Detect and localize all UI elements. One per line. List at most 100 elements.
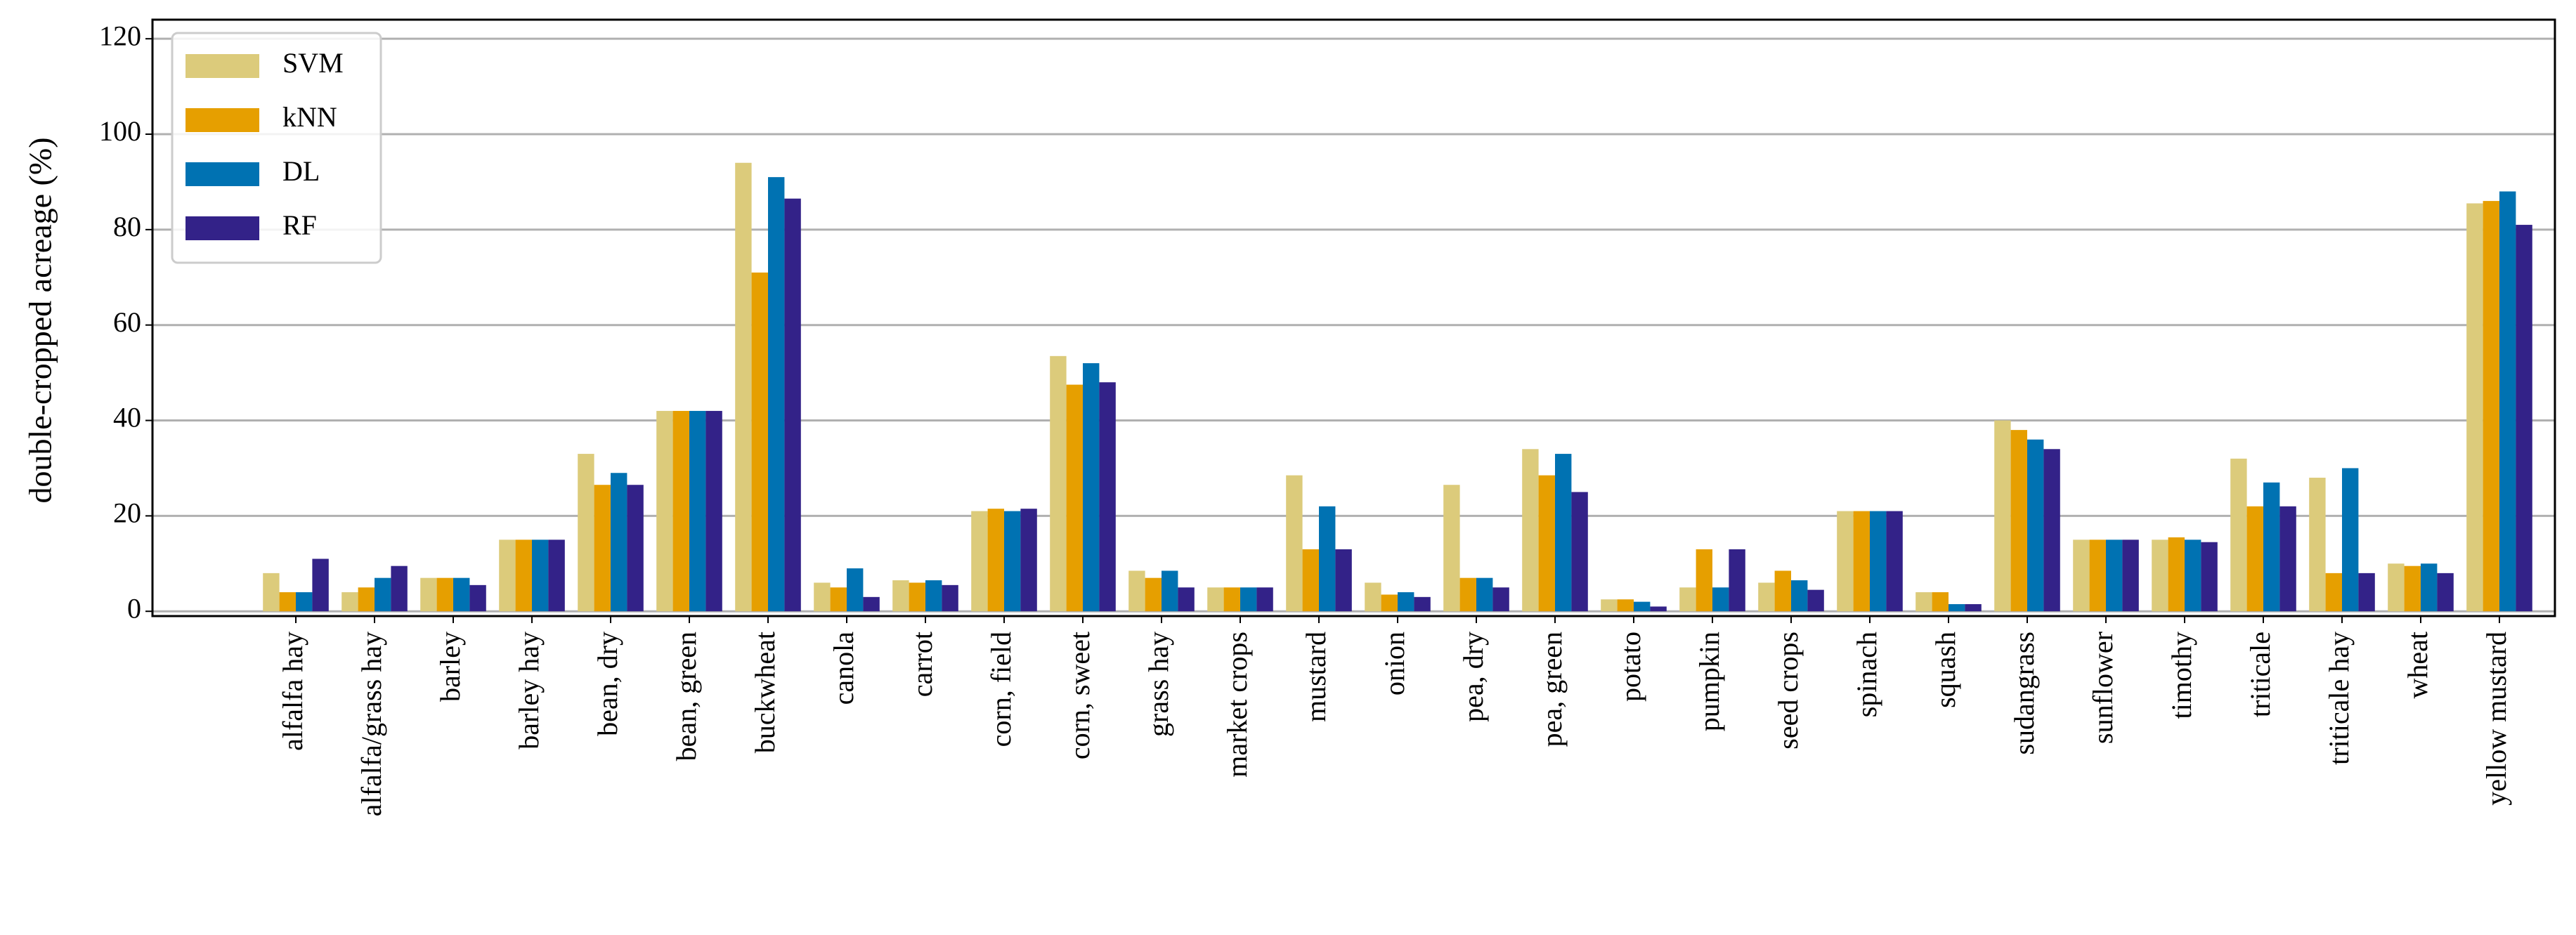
bar: [1555, 454, 1572, 612]
bar: [1932, 592, 1949, 612]
bar: [611, 473, 627, 612]
bar: [2073, 540, 2090, 612]
bar: [2404, 565, 2421, 612]
x-tick-label: timothy: [2166, 632, 2197, 719]
bar: [2325, 573, 2342, 612]
bar: [1099, 382, 1116, 612]
x-tick-label: corn, sweet: [1064, 632, 1095, 759]
bar: [1476, 577, 1493, 612]
bar: [2263, 482, 2280, 612]
bar: [1178, 587, 1195, 612]
x-tick-label: canola: [828, 632, 859, 705]
bar: [2122, 540, 2139, 612]
bar: [1886, 511, 1903, 612]
y-tick-label: 120: [99, 20, 141, 51]
bar: [2358, 573, 2375, 612]
bar: [987, 509, 1004, 612]
y-axis-label: double-cropped acreage (%): [22, 137, 58, 503]
bar: [391, 565, 408, 612]
bar: [2152, 540, 2168, 612]
bar: [1853, 511, 1870, 612]
bar: [892, 580, 909, 612]
bar: [1302, 549, 1319, 612]
x-tick-label: onion: [1379, 632, 1410, 695]
bar: [1696, 549, 1712, 612]
bar: [1791, 580, 1808, 612]
x-tick-label: carrot: [906, 632, 938, 697]
bar: [1020, 509, 1037, 612]
bar: [2279, 506, 2296, 612]
y-tick-label: 40: [113, 402, 141, 433]
x-tick-label: bean, dry: [592, 632, 623, 736]
bar: [942, 584, 958, 612]
bar: [1634, 601, 1651, 612]
bar: [1522, 449, 1539, 612]
bar: [532, 540, 549, 612]
bar: [1066, 384, 1083, 612]
legend-swatch: [186, 162, 259, 186]
bar: [1128, 570, 1145, 612]
legend-label: kNN: [282, 101, 337, 133]
bar: [735, 162, 752, 612]
x-tick-label: sunflower: [2087, 632, 2119, 744]
bar: [1381, 594, 1398, 612]
bar: [469, 584, 486, 612]
bar: [1601, 599, 1618, 612]
x-tick-label: wheat: [2402, 632, 2433, 699]
x-tick-label: pea, green: [1536, 632, 1568, 747]
bar: [515, 540, 532, 612]
x-tick-label: sudangrass: [2008, 632, 2040, 755]
bar: [279, 592, 296, 612]
bar: [375, 577, 391, 612]
x-tick-label: triticale: [2244, 632, 2276, 717]
bar: [1256, 587, 1273, 612]
bar: [2309, 478, 2326, 612]
x-tick-label: buckwheat: [749, 632, 781, 753]
bar: [2421, 563, 2438, 612]
bar: [1650, 606, 1667, 612]
bar: [263, 573, 280, 612]
legend-label: DL: [282, 155, 320, 187]
bar: [1774, 570, 1791, 612]
bar: [436, 577, 453, 612]
bar: [847, 568, 864, 612]
legend-swatch: [186, 108, 259, 132]
bar: [784, 198, 801, 612]
x-tick-label: market crops: [1221, 632, 1253, 778]
y-tick-label: 60: [113, 306, 141, 338]
bar: [1837, 511, 1854, 612]
bar: [2027, 439, 2044, 612]
bar: [1319, 506, 1336, 612]
bar: [863, 596, 880, 612]
bar: [453, 577, 470, 612]
bar: [1949, 604, 1965, 612]
bar: [2516, 225, 2532, 612]
bar: [2466, 203, 2483, 612]
bar: [1162, 570, 1178, 612]
bar: [1223, 587, 1240, 612]
x-tick-label: grass hay: [1143, 632, 1174, 737]
bar: [627, 485, 644, 612]
bar: [1004, 511, 1021, 612]
bar: [2483, 201, 2499, 612]
bar: [1729, 549, 1745, 612]
legend-label: SVM: [282, 47, 344, 79]
bar: [1365, 582, 1381, 612]
y-tick-label: 20: [113, 497, 141, 529]
x-tick-label: spinach: [1851, 632, 1882, 717]
bar: [499, 540, 516, 612]
bar: [2168, 537, 2185, 612]
bar: [2437, 573, 2454, 612]
bar: [358, 587, 375, 612]
bar: [1414, 596, 1431, 612]
x-tick-label: corn, field: [985, 632, 1017, 747]
legend-swatch: [186, 216, 259, 240]
bar: [1335, 549, 1352, 612]
bar: [814, 582, 831, 612]
x-tick-label: potato: [1615, 632, 1646, 702]
bar: [2230, 458, 2247, 612]
bar: [578, 454, 594, 612]
bar: [1398, 592, 1414, 612]
bar: [1870, 511, 1887, 612]
